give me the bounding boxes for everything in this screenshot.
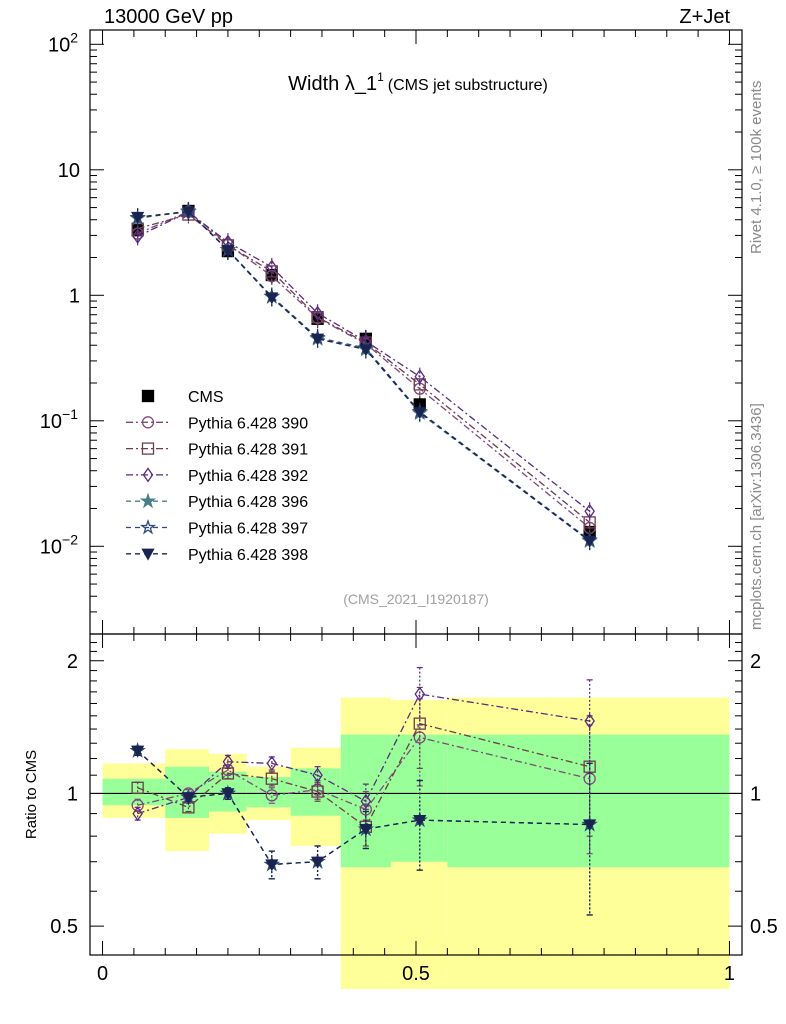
main-y-tick-label: 102 <box>48 29 78 56</box>
ratio-band-stat <box>447 734 730 868</box>
legend-entry-4: Pythia 6.428 396 <box>126 492 308 511</box>
main-data-point <box>266 259 278 275</box>
main-y-tick-label: 10 <box>58 160 80 182</box>
ratio-series-line <box>137 722 590 828</box>
main-data-point <box>414 368 426 385</box>
ratio-y-tick-label-right: 2 <box>750 651 761 673</box>
main-series-line <box>137 213 591 523</box>
main-data-point <box>584 503 595 519</box>
ratio-data-point <box>583 819 597 832</box>
legend-label: Pythia 6.428 390 <box>188 415 308 432</box>
ratio-data-point <box>310 856 325 869</box>
main-series-line <box>137 211 591 541</box>
main-series-line <box>137 210 591 542</box>
ratio-series-line <box>137 750 590 866</box>
ratio-data-point <box>265 772 278 785</box>
legend-entry-5: Pythia 6.428 397 <box>126 518 308 538</box>
ratio-data-point <box>131 781 144 794</box>
legend-entry-2: Pythia 6.428 391 <box>126 442 308 459</box>
ratio-data-point <box>359 823 373 836</box>
legend-marker <box>141 416 155 429</box>
ratio-band-stat <box>390 734 448 862</box>
ratio-data-point <box>222 754 234 770</box>
main-series-6 <box>131 202 597 551</box>
ratio-data-point <box>360 793 372 809</box>
analysis-id-label: (CMS_2021_I1920187) <box>343 591 489 607</box>
ratio-data-point <box>132 805 143 822</box>
ratio-data-point <box>265 789 278 802</box>
ratio-data-point <box>265 859 279 872</box>
main-data-point <box>413 378 426 391</box>
ratio-data-point <box>584 713 595 729</box>
ratio-data-point <box>311 785 324 798</box>
legend-entry-3: Pythia 6.428 392 <box>126 467 308 485</box>
main-data-point <box>413 407 427 420</box>
main-data-point <box>181 206 196 219</box>
legend-marker <box>142 467 154 483</box>
main-data-point <box>131 211 145 224</box>
legend-label: Pythia 6.428 392 <box>188 468 308 485</box>
ratio-series-5 <box>131 745 597 916</box>
ratio-series-line <box>137 693 590 815</box>
legend-entry-0: CMS <box>141 389 224 406</box>
ratio-data-point <box>131 799 144 812</box>
main-series-line <box>137 210 591 542</box>
ratio-band-stat <box>246 776 291 808</box>
ratio-data-point <box>312 767 323 783</box>
header-process-label: 13000 GeV pp <box>104 6 233 28</box>
main-data-point <box>265 292 279 305</box>
legend-label: Pythia 6.428 397 <box>188 521 308 538</box>
ratio-data-point <box>413 814 427 827</box>
legend-marker <box>141 442 155 455</box>
legend-marker <box>139 492 157 509</box>
main-y-tick-label: 1 <box>69 285 80 307</box>
ratio-x-tick-label: 0 <box>97 963 108 985</box>
main-series-line <box>137 211 591 512</box>
legend-entry-6: Pythia 6.428 398 <box>126 547 308 564</box>
main-data-point <box>265 265 278 278</box>
ratio-y-tick-label: 1 <box>67 783 78 805</box>
ratio-y-axis-label: Ratio to CMS <box>23 750 40 839</box>
legend-marker <box>141 548 155 561</box>
ratio-y-tick-label: 0.5 <box>50 916 78 938</box>
legend-label: Pythia 6.428 398 <box>188 547 308 564</box>
ratio-data-point <box>181 792 196 805</box>
main-plot-frame <box>89 29 743 635</box>
legend-label: CMS <box>188 389 224 406</box>
ratio-y-tick-label-right: 1 <box>750 783 761 805</box>
ratio-data-point <box>131 745 145 758</box>
legend-marker <box>139 518 157 535</box>
legend-marker <box>141 389 155 403</box>
legend-entry-1: Pythia 6.428 390 <box>126 415 308 432</box>
ratio-data-point <box>266 755 278 772</box>
ratio-x-tick-label: 1 <box>724 963 735 985</box>
main-data-point <box>359 344 373 357</box>
main-series-0 <box>131 201 596 541</box>
ratio-series-line <box>137 736 590 811</box>
legend-label: Pythia 6.428 396 <box>188 494 308 511</box>
main-data-point <box>310 333 325 346</box>
main-series-1 <box>131 202 596 537</box>
ratio-data-point <box>414 686 426 702</box>
ratio-y-tick-label-right: 0.5 <box>750 916 778 938</box>
legend-label: Pythia 6.428 391 <box>188 442 308 459</box>
header-channel-label: Z+Jet <box>679 6 730 28</box>
ratio-data-point <box>413 717 426 730</box>
ratio-data-point <box>221 788 235 801</box>
ratio-y-tick-label: 2 <box>67 651 78 673</box>
main-data-point <box>132 228 143 244</box>
main-data-point <box>583 535 597 548</box>
main-y-tick-label: 10−2 <box>40 531 78 558</box>
ratio-x-tick-label: 0.5 <box>402 963 430 985</box>
plot-title: Width λ_11 (CMS jet substructure) <box>288 70 548 95</box>
main-data-point <box>221 245 235 258</box>
main-data-point <box>312 305 323 321</box>
main-y-tick-label: 10−1 <box>40 406 78 433</box>
